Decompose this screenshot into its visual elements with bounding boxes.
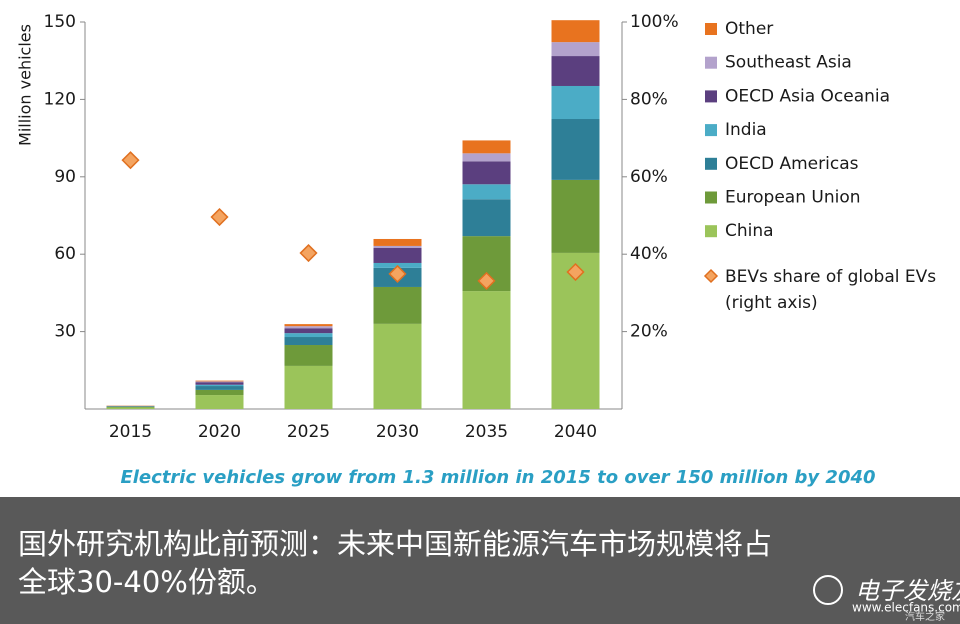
banner-line: 全球30-40%份额。 bbox=[18, 565, 275, 599]
bar-segment bbox=[551, 85, 600, 120]
legend-label: China bbox=[725, 221, 774, 241]
bar-segment bbox=[284, 328, 333, 334]
watermark-brand: 电子发烧友 bbox=[855, 577, 960, 605]
y2-tick-label: 40% bbox=[630, 244, 668, 264]
bar-segment bbox=[462, 140, 511, 154]
y-tick-label: 30 bbox=[54, 322, 76, 342]
bar-segment bbox=[284, 337, 333, 346]
legend-swatch bbox=[705, 225, 717, 238]
bar-segment bbox=[195, 382, 244, 385]
legend-label: OECD Asia Oceania bbox=[725, 86, 890, 106]
legend-label: OECD Americas bbox=[725, 154, 859, 174]
legend-swatch bbox=[705, 157, 717, 170]
share-marker bbox=[121, 151, 140, 170]
y2-tick-label: 100% bbox=[630, 12, 679, 32]
bar-segment bbox=[195, 395, 244, 409]
share-marker bbox=[388, 264, 407, 283]
x-tick-label: 2030 bbox=[376, 422, 419, 442]
bar-segment bbox=[462, 153, 511, 162]
bar-segment bbox=[284, 324, 333, 327]
bar-segment bbox=[284, 333, 333, 338]
bar-segment bbox=[373, 245, 422, 249]
legend-swatch bbox=[705, 56, 717, 69]
y2-tick-label: 20% bbox=[630, 322, 668, 342]
legend-label: European Union bbox=[725, 188, 861, 208]
bar-segment bbox=[373, 286, 422, 324]
bar-segment bbox=[551, 42, 600, 57]
y2-tick-label: 60% bbox=[630, 167, 668, 187]
bar-segment bbox=[106, 407, 155, 409]
bar-segment bbox=[462, 161, 511, 185]
legend-swatch bbox=[705, 90, 717, 103]
watermark-source: 汽车之家 bbox=[905, 610, 945, 623]
bar-segment bbox=[373, 248, 422, 263]
x-tick-label: 2035 bbox=[465, 422, 508, 442]
bar-segment bbox=[195, 381, 244, 383]
bar-segment bbox=[195, 384, 244, 387]
legend-marker bbox=[703, 268, 719, 284]
bar-segment bbox=[106, 406, 155, 408]
bar-segment bbox=[373, 323, 422, 409]
banner-background bbox=[0, 497, 960, 624]
bar-segment bbox=[551, 119, 600, 180]
share-marker bbox=[566, 262, 585, 282]
bar-segment bbox=[462, 184, 511, 200]
legend-note: (right axis) bbox=[725, 293, 818, 313]
bar-segment bbox=[195, 386, 244, 390]
legend-label: BEVs share of global EVs bbox=[725, 267, 936, 287]
y-axis-label: Million vehicles bbox=[16, 24, 35, 146]
share-marker bbox=[299, 243, 318, 263]
y-tick-label: 150 bbox=[44, 12, 76, 32]
x-tick-label: 2040 bbox=[554, 422, 597, 442]
share-marker bbox=[477, 271, 496, 290]
bar-segment bbox=[462, 291, 511, 409]
bar-segment bbox=[462, 199, 511, 237]
bar-segment bbox=[195, 389, 244, 396]
bar-segment bbox=[284, 326, 333, 329]
bar-segment bbox=[551, 20, 600, 43]
bar-segment bbox=[284, 345, 333, 366]
bar-segment bbox=[551, 56, 600, 86]
bar-segment bbox=[551, 179, 600, 253]
legend-swatch bbox=[705, 191, 717, 204]
watermark-url: www.elecfans.com bbox=[852, 601, 960, 615]
bar-segment bbox=[195, 380, 244, 382]
y-tick-label: 120 bbox=[44, 89, 76, 109]
y2-tick-label: 80% bbox=[630, 89, 668, 109]
y-tick-label: 90 bbox=[54, 167, 76, 187]
x-tick-label: 2020 bbox=[198, 422, 241, 442]
bar-segment bbox=[373, 238, 422, 246]
legend-label: Southeast Asia bbox=[725, 53, 852, 73]
share-marker bbox=[210, 207, 229, 227]
bar-segment bbox=[284, 365, 333, 409]
watermark-logo bbox=[813, 575, 843, 605]
legend-swatch bbox=[705, 124, 717, 137]
bar-segment bbox=[106, 406, 155, 407]
legend-label: India bbox=[725, 120, 767, 140]
legend-label: Other bbox=[725, 19, 773, 39]
x-tick-label: 2015 bbox=[109, 422, 152, 442]
x-tick-label: 2025 bbox=[287, 422, 330, 442]
caption: Electric vehicles grow from 1.3 million … bbox=[120, 467, 875, 488]
legend-swatch bbox=[705, 23, 717, 35]
banner-line: 国外研究机构此前预测：未来中国新能源汽车市场规模将占 bbox=[18, 527, 772, 561]
y-tick-label: 60 bbox=[54, 244, 76, 264]
